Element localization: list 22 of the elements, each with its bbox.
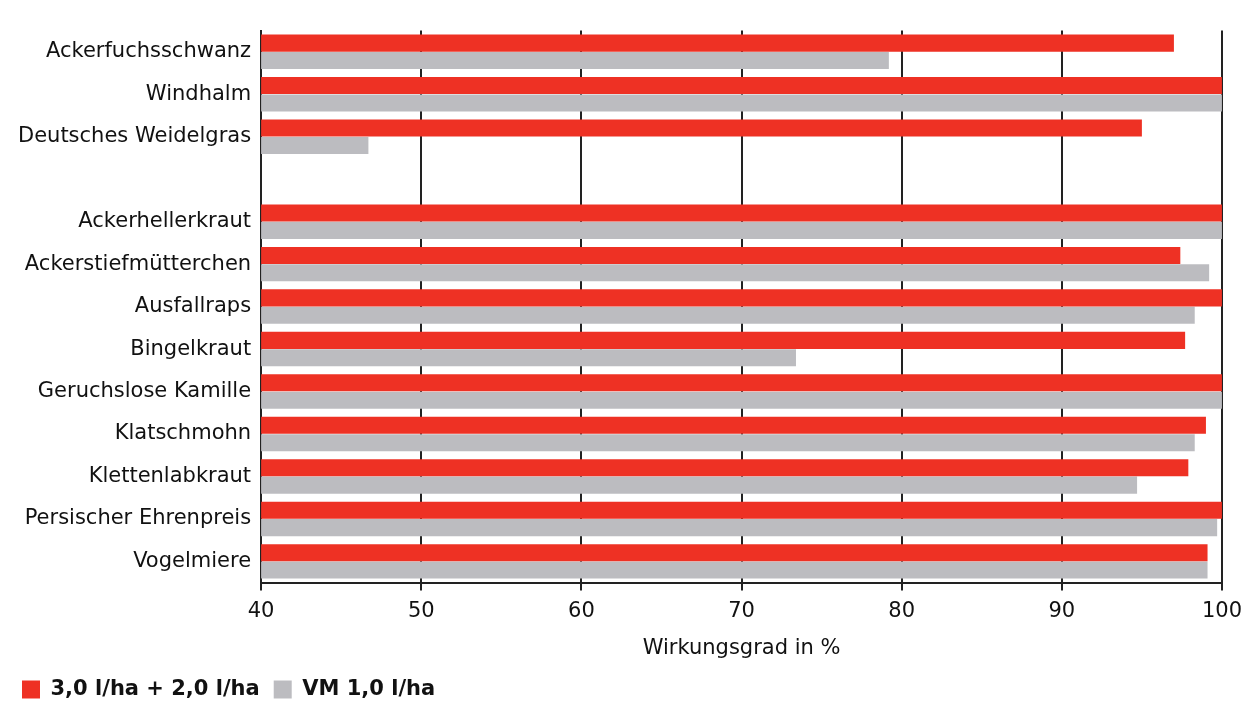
- x-tick-label: 70: [728, 597, 755, 622]
- y-tick-label: Deutsches Weidelgras: [17, 123, 252, 148]
- y-tick-label: Klettenlabkraut: [88, 462, 252, 487]
- y-tick-label: Bingelkraut: [130, 335, 252, 360]
- y-tick-label: Vogelmiere: [133, 547, 252, 572]
- x-tick-label: 50: [407, 597, 435, 622]
- y-tick-label: Ackerfuchsschwanz: [45, 38, 252, 63]
- y-tick-label: Klatschmohn: [114, 420, 252, 445]
- x-axis-title: Wirkungsgrad in %: [642, 634, 841, 659]
- y-tick-label: Ausfallraps: [134, 293, 252, 318]
- x-tick-label: 80: [888, 597, 916, 622]
- x-tick-label: 90: [1048, 597, 1076, 622]
- y-tick-label: Ackerstiefmütterchen: [24, 250, 252, 275]
- y-tick-label: Persischer Ehrenpreis: [24, 505, 252, 530]
- x-tick-label: 60: [568, 597, 595, 622]
- x-tick-label: 100: [1201, 597, 1243, 622]
- y-tick-label: Windhalm: [145, 80, 252, 105]
- legend-label: 3,0 l/ha + 2,0 l/ha: [50, 675, 260, 700]
- legend-label: VM 1,0 l/ha: [302, 675, 436, 700]
- x-tick-label: 40: [247, 597, 275, 622]
- y-tick-label: Geruchslose Kamille: [37, 377, 252, 402]
- y-tick-label: Ackerhellerkraut: [78, 208, 252, 233]
